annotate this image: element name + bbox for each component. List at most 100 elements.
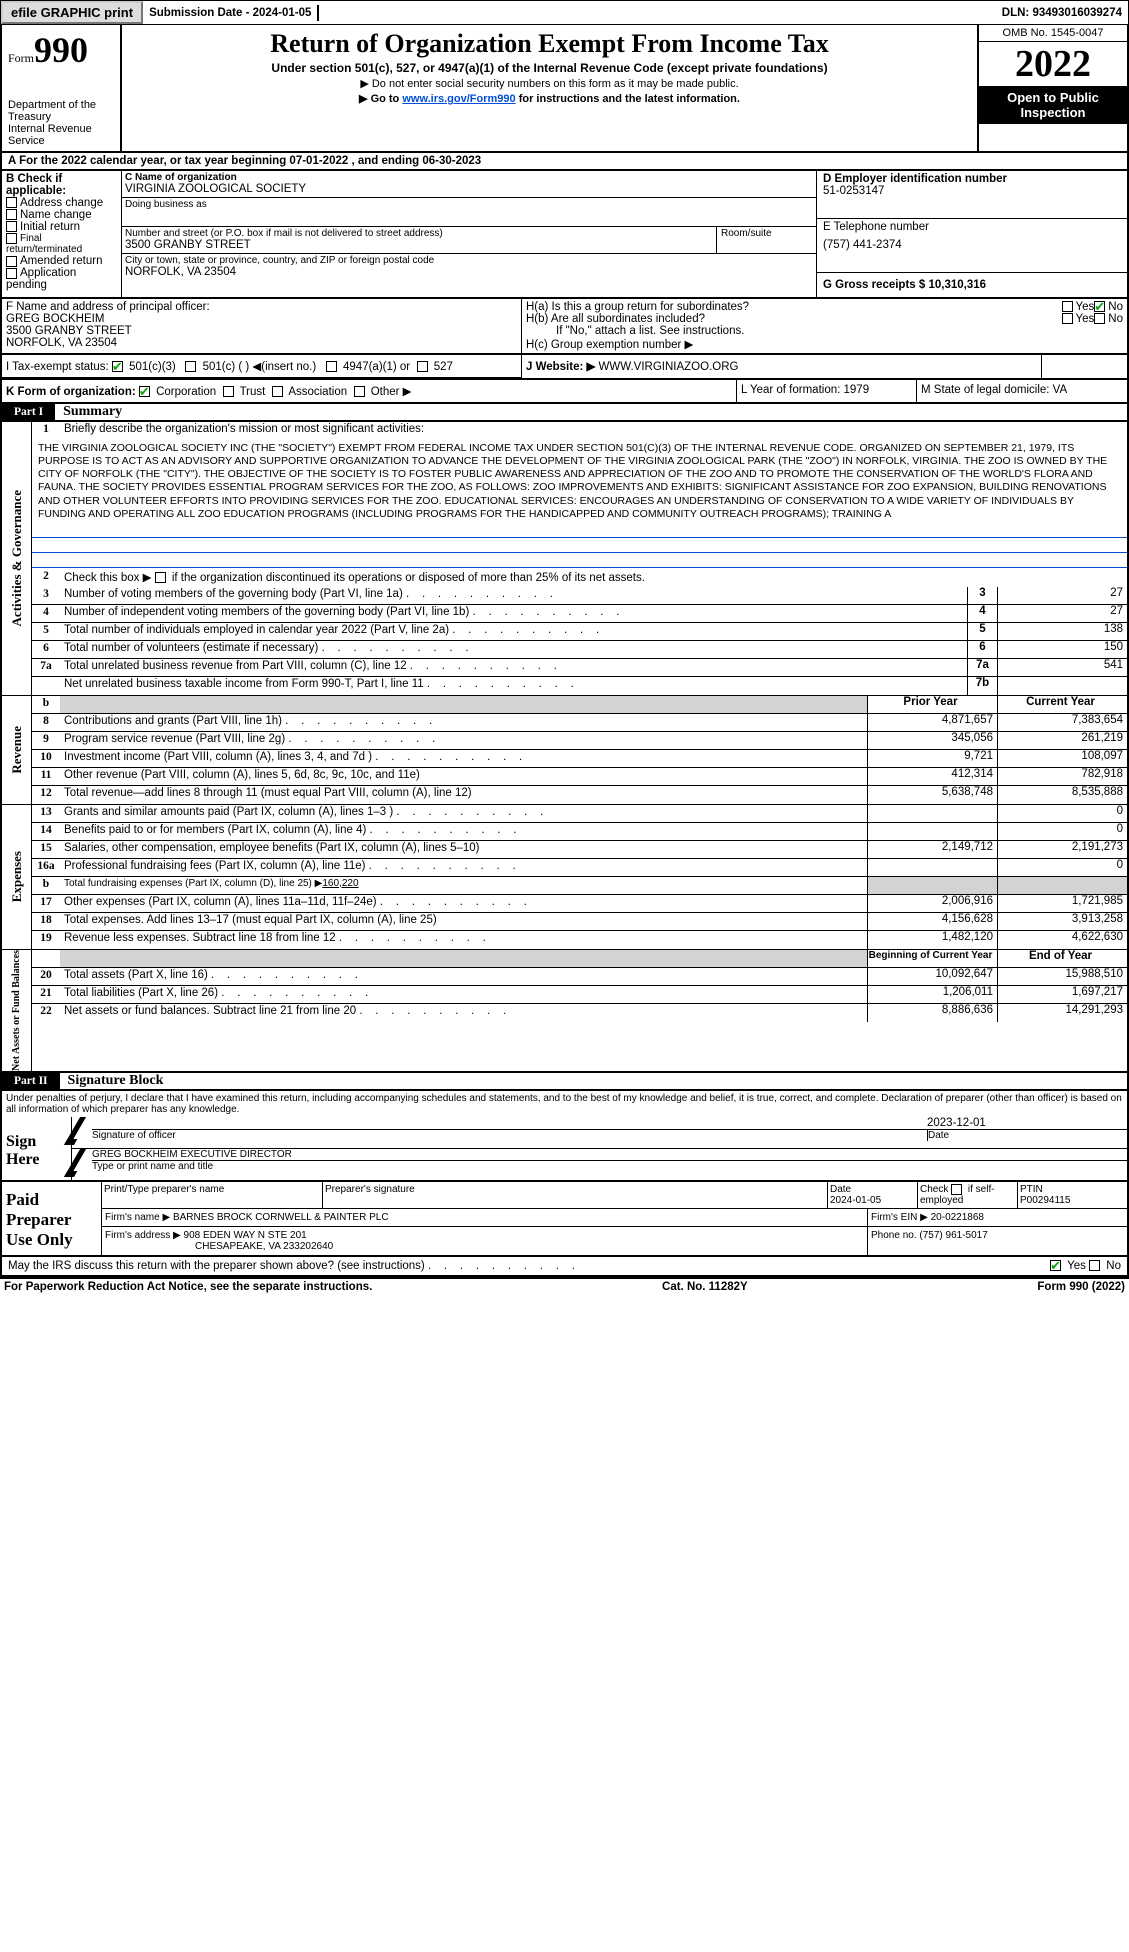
efile-print-button[interactable]: efile GRAPHIC print bbox=[1, 1, 143, 24]
ha-label: H(a) Is this a group return for subordin… bbox=[526, 301, 1062, 313]
ha-no[interactable] bbox=[1094, 301, 1105, 312]
no-text-2: No bbox=[1108, 313, 1123, 325]
goto-pre: ▶ Go to bbox=[359, 93, 402, 105]
check-527[interactable] bbox=[417, 361, 428, 372]
org-name: VIRGINIA ZOOLOGICAL SOCIETY bbox=[125, 183, 812, 195]
check-amended[interactable] bbox=[6, 256, 17, 267]
net-assets-section: Net Assets or Fund Balances Beginning of… bbox=[0, 950, 1129, 1073]
blank-line bbox=[32, 554, 1127, 568]
hb-yes[interactable] bbox=[1062, 313, 1073, 324]
l6: Total number of volunteers (estimate if … bbox=[60, 641, 967, 658]
section-ij: I Tax-exempt status: 501(c)(3) 501(c) ( … bbox=[0, 355, 1129, 380]
yes-text: Yes bbox=[1076, 301, 1095, 313]
b-item-4: Amended return bbox=[20, 255, 102, 267]
paid-preparer-label: Paid Preparer Use Only bbox=[2, 1182, 102, 1255]
l2-post: if the organization discontinued its ope… bbox=[169, 572, 645, 584]
k-o2: Trust bbox=[240, 386, 266, 398]
form-title: Return of Organization Exempt From Incom… bbox=[126, 29, 973, 59]
p10: 9,721 bbox=[867, 750, 997, 767]
c17: 1,721,985 bbox=[997, 895, 1127, 912]
l8: Contributions and grants (Part VIII, lin… bbox=[60, 714, 867, 731]
j-label: J Website: ▶ bbox=[526, 361, 595, 373]
discuss-row: May the IRS discuss this return with the… bbox=[0, 1257, 1129, 1277]
check-self-employed[interactable] bbox=[951, 1184, 962, 1195]
part-2-header: Part II Signature Block bbox=[0, 1073, 1129, 1091]
d-label: D Employer identification number bbox=[823, 173, 1121, 185]
l15: Salaries, other compensation, employee b… bbox=[60, 841, 867, 858]
l7b: Net unrelated business taxable income fr… bbox=[60, 677, 967, 695]
c8: 7,383,654 bbox=[997, 714, 1127, 731]
check-final-return[interactable] bbox=[6, 233, 17, 244]
ein: 51-0253147 bbox=[823, 185, 1121, 197]
l19: Revenue less expenses. Subtract line 18 … bbox=[60, 931, 867, 949]
firm-name: BARNES BROCK CORNWELL & PAINTER PLC bbox=[173, 1212, 389, 1223]
side-rev: Revenue bbox=[9, 726, 25, 774]
pt-sig-label: Preparer's signature bbox=[322, 1182, 827, 1208]
p8: 4,871,657 bbox=[867, 714, 997, 731]
check-501c[interactable] bbox=[185, 361, 196, 372]
l11: Other revenue (Part VIII, column (A), li… bbox=[60, 768, 867, 785]
officer-name: GREG BOCKHEIM bbox=[6, 313, 517, 325]
p14 bbox=[867, 823, 997, 840]
p22: 8,886,636 bbox=[867, 1004, 997, 1022]
c10: 108,097 bbox=[997, 750, 1127, 767]
l16b-val: 160,220 bbox=[322, 878, 358, 889]
v7a: 541 bbox=[997, 659, 1127, 676]
shaded-cell bbox=[867, 877, 997, 894]
check-trust[interactable] bbox=[223, 386, 234, 397]
check-app-pending[interactable] bbox=[6, 268, 17, 279]
v3: 27 bbox=[997, 587, 1127, 604]
blank-line bbox=[32, 539, 1127, 553]
p13 bbox=[867, 805, 997, 822]
prep-phone: (757) 961-5017 bbox=[919, 1230, 987, 1241]
c19: 4,622,630 bbox=[997, 931, 1127, 949]
c16a: 0 bbox=[997, 859, 1127, 876]
l20: Total assets (Part X, line 16) bbox=[60, 968, 867, 985]
ha-yes[interactable] bbox=[1062, 301, 1073, 312]
check-assoc[interactable] bbox=[272, 386, 283, 397]
c15: 2,191,273 bbox=[997, 841, 1127, 858]
l1: Briefly describe the organization's miss… bbox=[60, 422, 1127, 440]
check-address-change[interactable] bbox=[6, 197, 17, 208]
l9: Program service revenue (Part VIII, line… bbox=[60, 732, 867, 749]
discuss-no[interactable] bbox=[1089, 1260, 1100, 1271]
l3: Number of voting members of the governin… bbox=[60, 587, 967, 604]
check-501c3[interactable] bbox=[112, 361, 123, 372]
side-na: Net Assets or Fund Balances bbox=[11, 950, 22, 1071]
check-discontinued[interactable] bbox=[155, 572, 166, 583]
phone-label: Phone no. bbox=[871, 1230, 917, 1241]
l5: Total number of individuals employed in … bbox=[60, 623, 967, 640]
check-initial-return[interactable] bbox=[6, 221, 17, 232]
c18: 3,913,258 bbox=[997, 913, 1127, 930]
p15: 2,149,712 bbox=[867, 841, 997, 858]
l22: Net assets or fund balances. Subtract li… bbox=[60, 1004, 867, 1022]
no-3: No bbox=[1106, 1260, 1121, 1272]
side-exp: Expenses bbox=[9, 851, 25, 902]
check-corp[interactable] bbox=[139, 386, 150, 397]
p16a bbox=[867, 859, 997, 876]
p17: 2,006,916 bbox=[867, 895, 997, 912]
l13: Grants and similar amounts paid (Part IX… bbox=[60, 805, 867, 822]
line-a: A For the 2022 calendar year, or tax yea… bbox=[0, 153, 1129, 171]
form-header: Form990 Department of the Treasury Inter… bbox=[0, 25, 1129, 153]
ptin-label: PTIN bbox=[1020, 1184, 1043, 1195]
check-other[interactable] bbox=[354, 386, 365, 397]
hb-no[interactable] bbox=[1094, 313, 1105, 324]
goto-post: for instructions and the latest informat… bbox=[516, 93, 740, 105]
l7a: Total unrelated business revenue from Pa… bbox=[60, 659, 967, 676]
check-name-change[interactable] bbox=[6, 209, 17, 220]
firm-name-label: Firm's name ▶ bbox=[105, 1212, 170, 1223]
ptin: P00294115 bbox=[1020, 1195, 1070, 1206]
l17: Other expenses (Part IX, column (A), lin… bbox=[60, 895, 867, 912]
tax-year: 2022 bbox=[979, 42, 1127, 86]
firm-ein-label: Firm's EIN ▶ bbox=[871, 1212, 928, 1223]
m-label: M State of legal domicile: VA bbox=[917, 380, 1127, 402]
section-fh: F Name and address of principal officer:… bbox=[0, 299, 1129, 355]
check-4947[interactable] bbox=[326, 361, 337, 372]
v4: 27 bbox=[997, 605, 1127, 622]
discuss-yes[interactable] bbox=[1050, 1260, 1061, 1271]
officer-addr1: 3500 GRANBY STREET bbox=[6, 325, 517, 337]
irs-link[interactable]: www.irs.gov/Form990 bbox=[402, 93, 515, 105]
dba-label: Doing business as bbox=[125, 199, 812, 210]
i-o1: 501(c)(3) bbox=[129, 361, 176, 373]
